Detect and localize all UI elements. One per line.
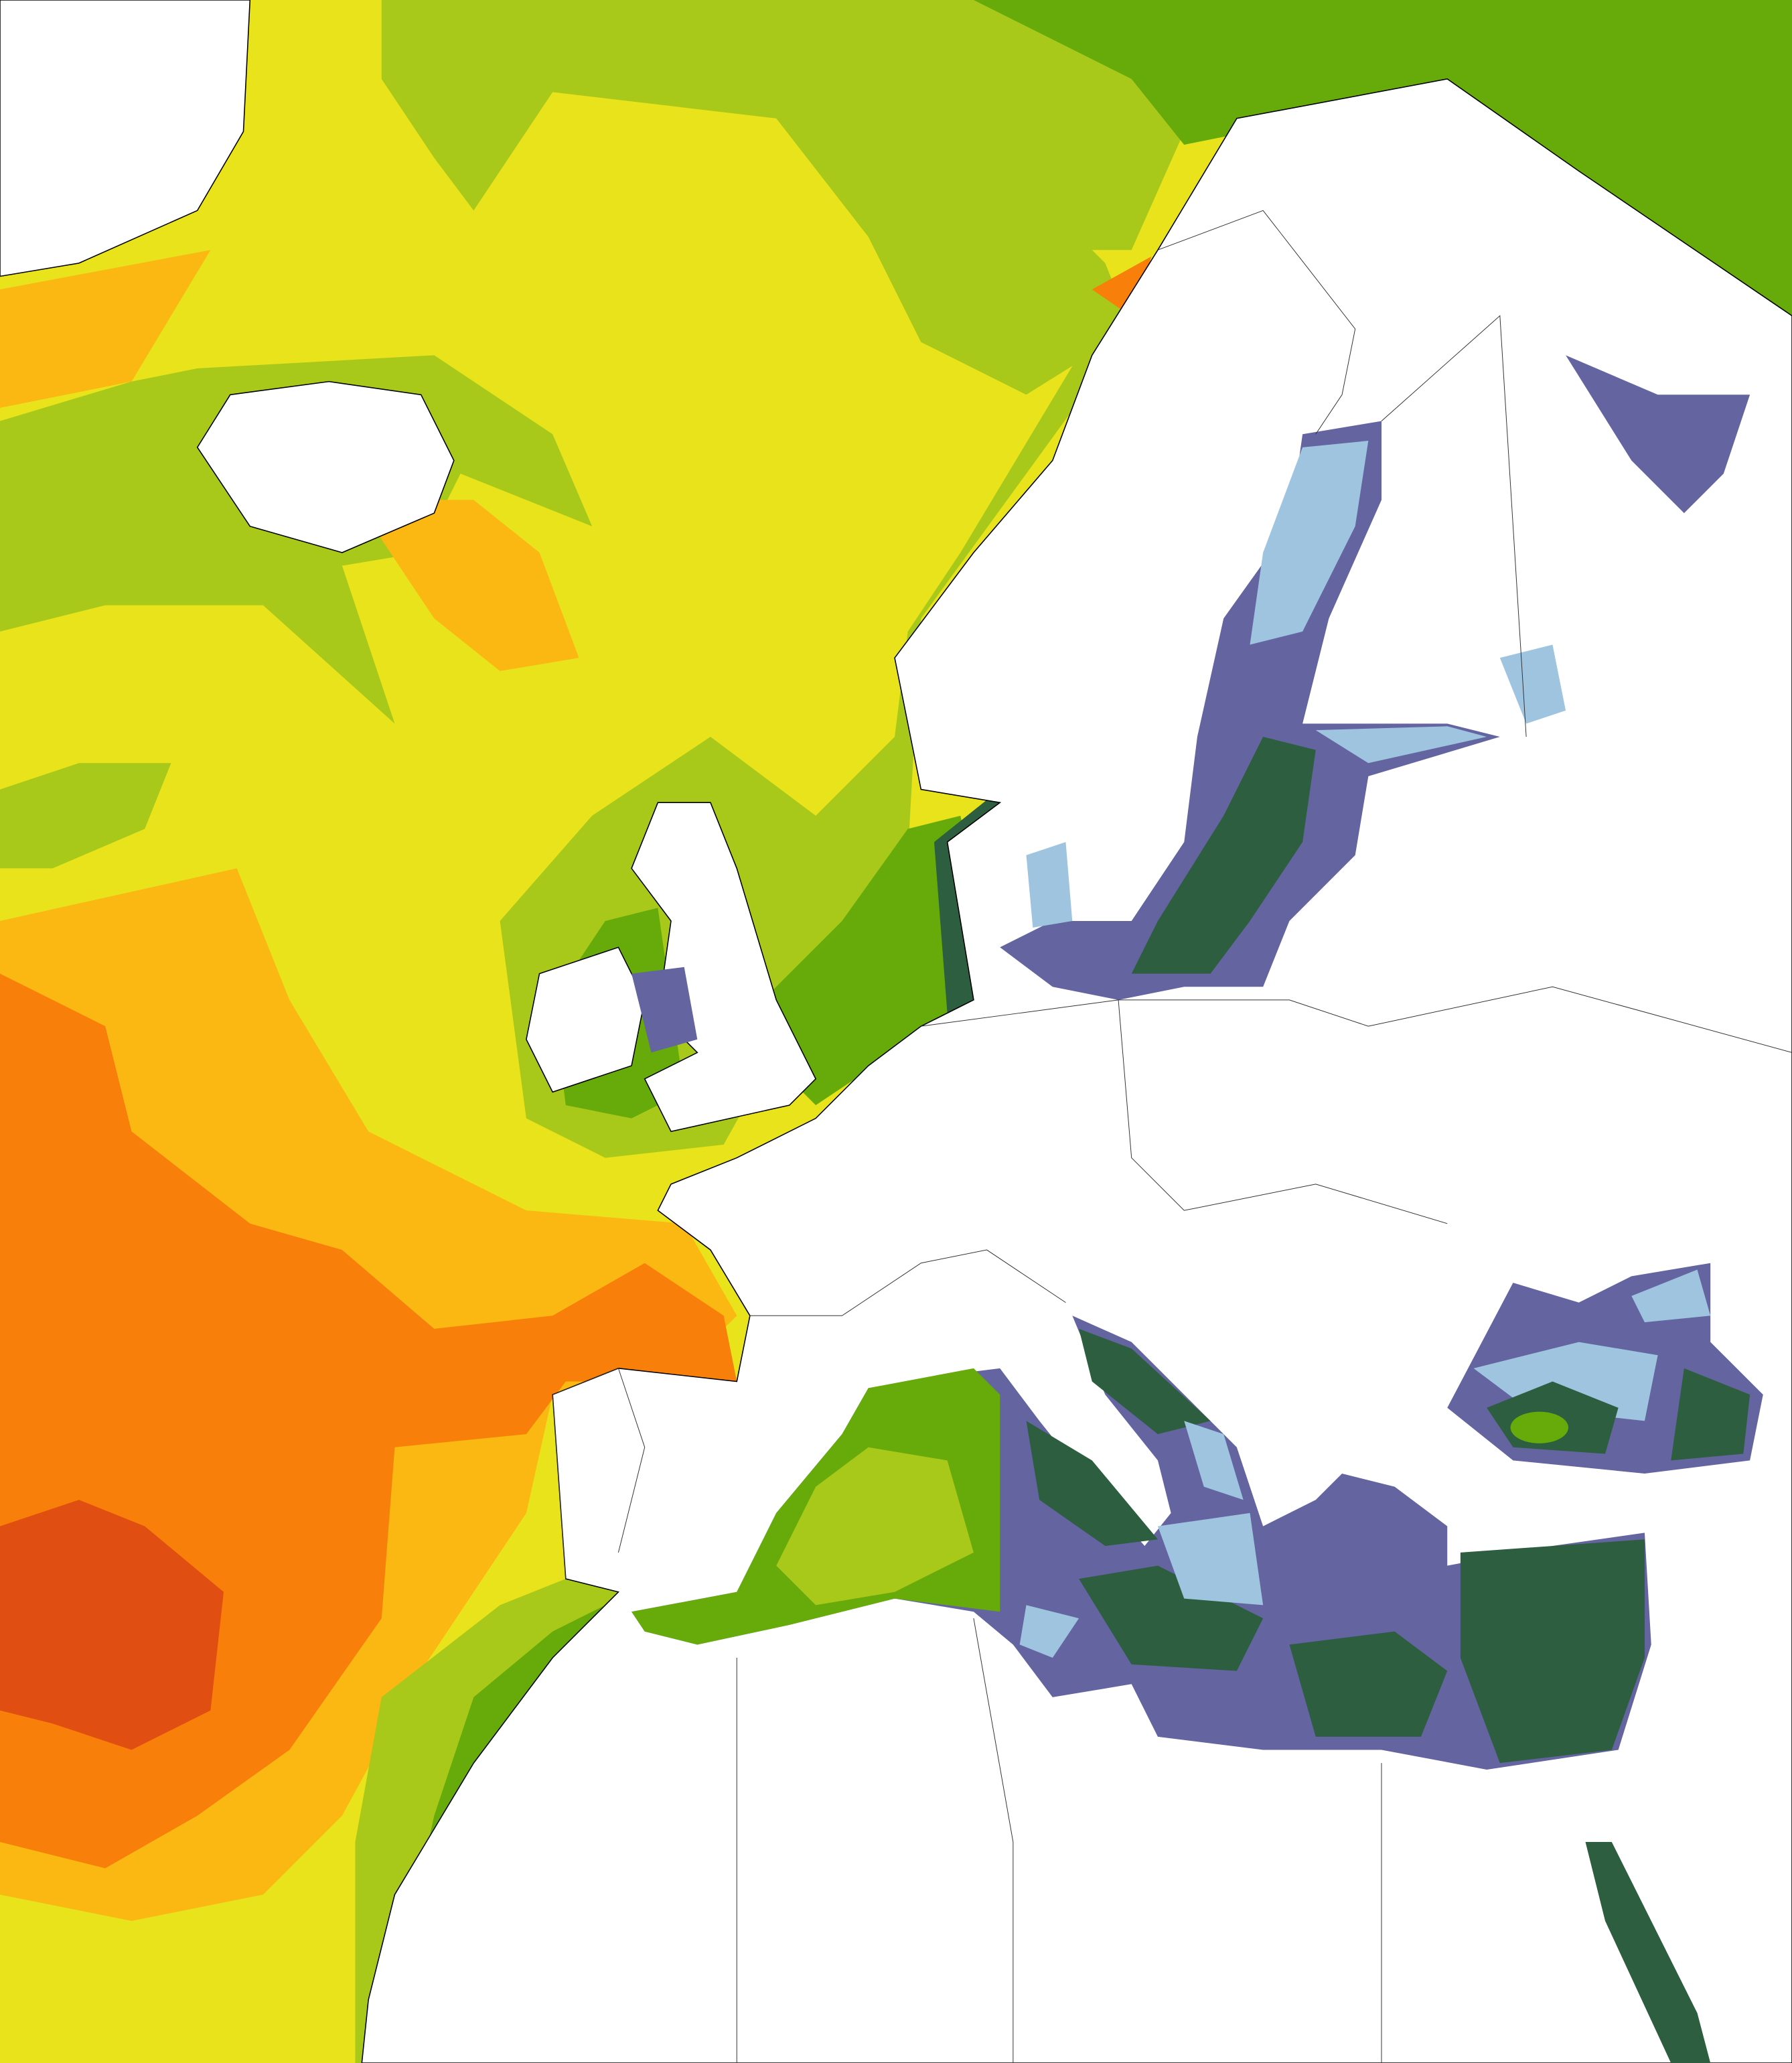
zone-orange [355,500,579,671]
zone-light-blue [1157,1512,1264,1606]
great-britain [631,802,817,1133]
zone-light-blue [1184,1421,1244,1500]
zone-light-blue [1250,441,1369,645]
zone-orange [0,250,211,408]
zone-red [0,1500,224,1750]
zone-purple [1566,355,1750,514]
iceland [196,380,455,553]
border [552,1368,646,1579]
zone-green [973,0,1792,316]
zone-dark-green [1079,1328,1211,1435]
border [1381,315,1527,737]
baltic-sea [1000,421,1500,1000]
zone-light-green [0,763,171,869]
zone-dark-green [1289,1631,1448,1737]
zone-light-green [355,1579,619,2063]
zone-light-blue [1631,1269,1711,1323]
zone-light-blue [1026,842,1073,928]
zone-dark-green [1079,1565,1264,1671]
border [921,986,1792,1053]
border [1118,999,1448,1224]
border [1157,210,1356,435]
zone-light-blue [1499,644,1566,724]
zone-dark-green [1460,1539,1645,1764]
zone-green [1510,1411,1568,1443]
border [749,1249,1066,1316]
zone-dark-green [1671,1368,1750,1461]
red-sea [1585,1842,1711,2063]
border [973,1618,1014,2063]
zone-light-green [776,1447,974,1606]
zone-dark-green [1131,737,1316,974]
zone-light-blue [1315,726,1487,764]
ireland [526,946,646,1093]
zone-dark-green [1026,1421,1158,1547]
zone-light-blue [1019,1605,1079,1658]
greenland [0,0,251,277]
zone-purple [631,967,698,1053]
